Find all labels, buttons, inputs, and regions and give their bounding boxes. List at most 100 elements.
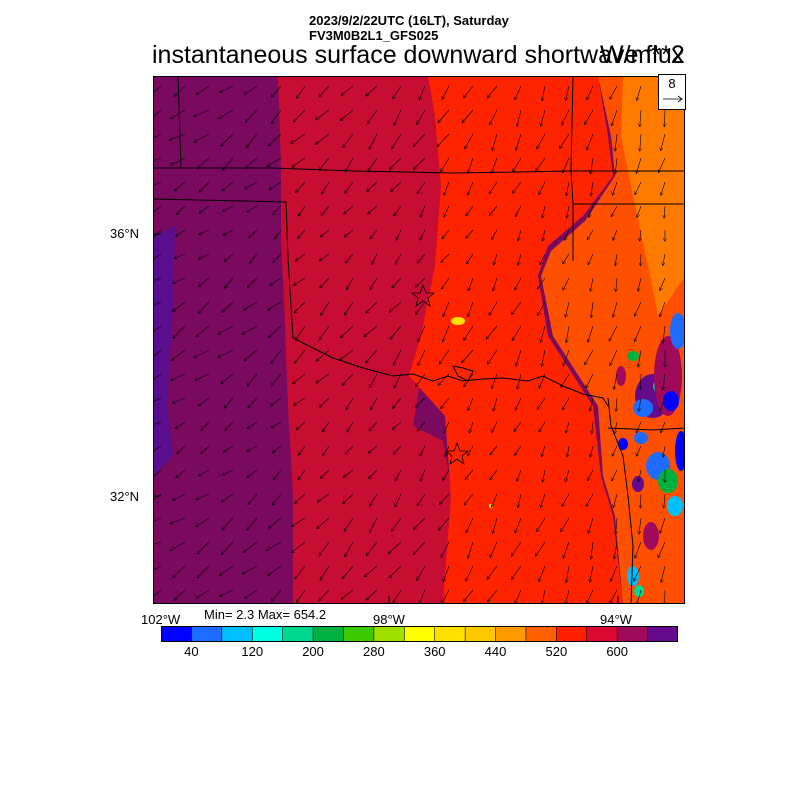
wind-vector <box>247 469 258 477</box>
wind-vector <box>444 205 450 217</box>
wind-vector <box>268 565 282 576</box>
wind-vector <box>153 541 162 546</box>
wind-vector <box>173 301 186 311</box>
flux-band-red <box>409 76 623 604</box>
wind-vector <box>342 565 354 579</box>
wind-vector <box>663 253 666 265</box>
wind-vector <box>222 205 234 211</box>
wind-vector <box>565 229 570 240</box>
wind-vector <box>616 397 617 411</box>
colorbar-tick-label: 600 <box>606 644 629 659</box>
wind-vector <box>419 589 426 604</box>
wind-vector <box>341 589 354 599</box>
colorbar-swatch <box>252 626 284 642</box>
wind-vector <box>299 445 306 455</box>
wind-vector <box>517 109 522 126</box>
wind-vector <box>664 493 665 508</box>
wind-vector <box>536 541 546 556</box>
wind-vector <box>562 397 570 410</box>
colorbar-swatch <box>647 626 678 642</box>
wind-vector <box>469 421 474 433</box>
wind-vector <box>174 181 186 191</box>
wind-vector <box>587 229 594 240</box>
wind-vector <box>320 253 330 261</box>
wind-vector <box>490 541 498 558</box>
wind-vector <box>636 445 642 456</box>
model-name-label: FV3M0B2L1_GFS025 <box>309 28 439 43</box>
wind-vector <box>342 373 354 385</box>
wind-vector <box>275 229 282 239</box>
wind-vector <box>323 445 330 455</box>
wind-vector <box>393 589 402 603</box>
wind-vector <box>638 349 642 367</box>
wind-vector <box>171 109 186 119</box>
colorbar-tick-label: 120 <box>241 644 264 659</box>
wind-vector <box>566 565 570 582</box>
wind-vector <box>464 85 474 98</box>
wind-vector <box>539 421 546 432</box>
wind-vector <box>197 157 210 169</box>
wind-vector <box>341 325 354 338</box>
wind-vector <box>445 445 450 456</box>
wind-vector <box>444 421 450 433</box>
wind-vector <box>562 493 570 506</box>
wind-vector <box>245 589 258 598</box>
wind-vector <box>511 565 522 579</box>
wind-vector <box>615 133 618 151</box>
wind-vector <box>224 397 234 408</box>
wind-vector <box>566 325 570 343</box>
wind-vector <box>489 181 498 194</box>
wind-vector <box>542 589 546 604</box>
wind-vector <box>541 109 546 126</box>
wind-vector <box>591 301 594 317</box>
wind-vector <box>174 589 186 600</box>
wind-vector <box>320 565 330 580</box>
flux-band-crimson <box>278 76 453 604</box>
lon-label-102w: 102°W <box>141 612 181 627</box>
wind-vector <box>590 445 594 457</box>
wind-vector <box>640 229 641 241</box>
wind-vector <box>441 157 450 172</box>
wind-vector <box>297 589 306 602</box>
wind-vector <box>369 445 378 453</box>
colorbar-swatch <box>343 626 375 642</box>
wind-vector <box>271 85 282 97</box>
wind-vector <box>296 325 306 340</box>
wind-vector <box>174 85 186 96</box>
wind-vector <box>639 517 642 534</box>
wind-vector <box>249 229 258 238</box>
colorbar-swatch <box>282 626 314 642</box>
wind-vector <box>585 349 594 365</box>
wind-vector <box>609 325 618 341</box>
wind-vector <box>592 421 593 434</box>
wind-vector <box>297 85 306 98</box>
wind-vector <box>541 325 546 342</box>
wind-vector <box>515 277 522 290</box>
wind-vector <box>272 493 282 505</box>
wind-vector <box>199 229 210 235</box>
wind-vector <box>587 85 594 100</box>
min-max-stats: Min= 2.3 Max= 654.2 <box>204 607 327 622</box>
wind-vector <box>640 373 641 389</box>
wind-vector <box>223 229 234 235</box>
wind-vector <box>176 229 186 236</box>
reference-vector-value: 8 <box>668 76 676 91</box>
wind-vector <box>242 565 258 574</box>
wind-vector <box>267 157 282 166</box>
wind-vector <box>153 589 162 600</box>
wind-vector <box>364 565 378 577</box>
wind-vector <box>443 325 450 342</box>
wind-vector <box>224 277 234 288</box>
wind-vector <box>591 157 594 174</box>
wind-vector <box>225 421 234 430</box>
wind-vector <box>220 85 234 93</box>
wind-vector <box>295 493 306 503</box>
wind-vector <box>173 493 186 500</box>
wind-vector <box>322 205 330 215</box>
wind-vector <box>663 373 666 389</box>
wind-vector <box>566 469 570 481</box>
wind-vector <box>293 373 306 384</box>
wind-vectors <box>153 85 666 604</box>
wind-vector <box>443 469 450 480</box>
wind-vector <box>634 565 642 581</box>
